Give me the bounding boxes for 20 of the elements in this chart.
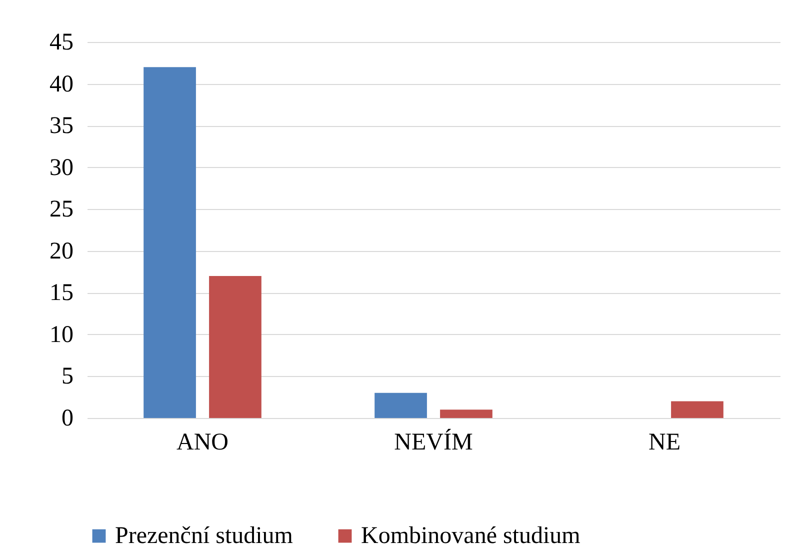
legend-label: Prezenční studium xyxy=(115,523,294,549)
bar xyxy=(440,410,492,418)
bar xyxy=(374,392,427,418)
y-tick-label: 0 xyxy=(62,406,74,432)
legend-label: Kombinované studium xyxy=(361,523,581,549)
y-tick-label: 30 xyxy=(50,154,74,181)
y-tick-label: 10 xyxy=(50,322,74,348)
y-tick-label: 20 xyxy=(50,238,74,264)
y-tick-label: 5 xyxy=(62,364,74,390)
bar xyxy=(209,276,262,418)
x-tick-label: ANO xyxy=(176,430,228,456)
y-tick-label: 25 xyxy=(50,196,74,223)
y-tick-label: 45 xyxy=(50,30,74,56)
y-tick-label: 15 xyxy=(50,280,74,306)
x-tick-label: NE xyxy=(648,430,680,456)
y-tick-label: 40 xyxy=(50,71,74,98)
bar xyxy=(671,401,724,418)
y-tick-label: 35 xyxy=(50,113,74,140)
bar xyxy=(144,67,196,418)
x-tick-label: NEVÍM xyxy=(394,428,473,456)
